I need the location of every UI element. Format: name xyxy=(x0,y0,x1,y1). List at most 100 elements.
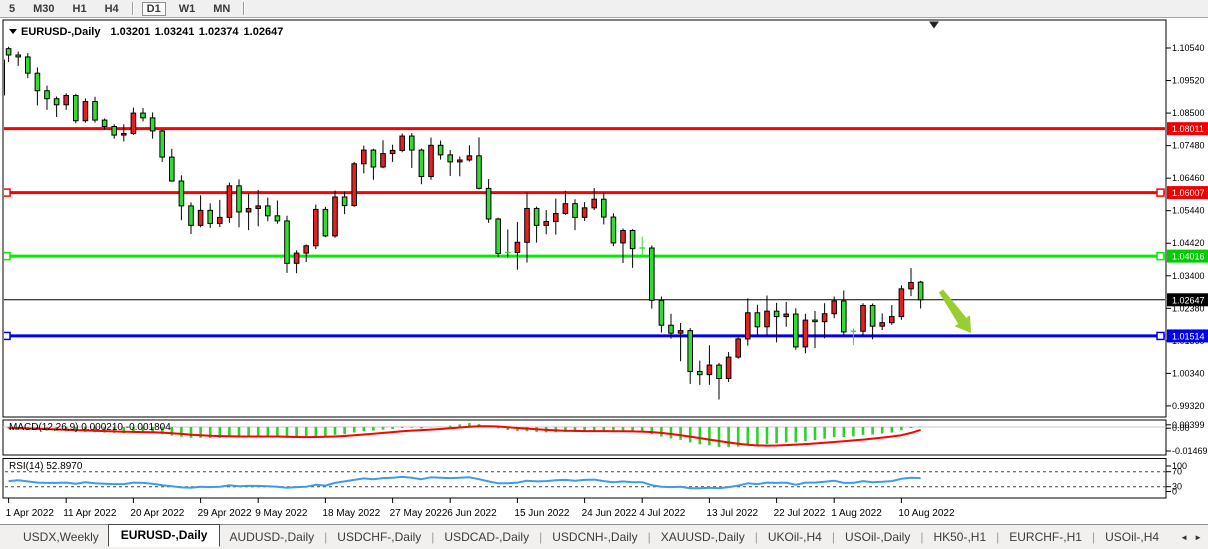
date-tick-label: 18 May 2022 xyxy=(322,508,380,519)
tab-audusd-daily[interactable]: AUDUSD-,Daily xyxy=(229,530,315,544)
candle-body xyxy=(380,153,386,168)
rsi-axis-label: 0 xyxy=(1172,487,1177,497)
tab-ukoil-h4[interactable]: UKOil-,H4 xyxy=(767,530,822,544)
candle-body xyxy=(917,281,924,301)
macd-axis-label: 0.00399 xyxy=(1172,420,1205,430)
price-badge-bg xyxy=(1167,186,1208,200)
candle-body xyxy=(725,356,732,379)
tab-scroll-left-icon[interactable]: ◄ xyxy=(1180,532,1189,542)
price-tick-label: 1.03400 xyxy=(1172,271,1205,281)
candle-body xyxy=(562,203,569,215)
candle-doji-dash xyxy=(639,247,645,249)
timeframe-button-MN[interactable]: MN xyxy=(213,2,231,15)
candle-body xyxy=(245,207,252,213)
date-tick-label: 1 Aug 2022 xyxy=(831,508,882,519)
timeframe-button-H4[interactable]: H4 xyxy=(104,2,119,15)
tab-scroll-right-icon[interactable]: ► xyxy=(1194,532,1202,542)
tab-eurchf-h1[interactable]: EURCHF-,H1 xyxy=(1009,530,1082,544)
candle xyxy=(380,140,386,169)
date-tick-label: 1 Apr 2022 xyxy=(6,508,55,519)
tab-usoil-h4[interactable]: USOil-,H4 xyxy=(1105,530,1160,544)
candle-body xyxy=(226,185,233,218)
candle xyxy=(495,217,501,257)
candle-body xyxy=(802,319,809,348)
candle xyxy=(101,118,108,130)
down-arrow-annotation[interactable] xyxy=(938,289,971,334)
candle-body xyxy=(341,196,348,207)
candle xyxy=(149,112,156,139)
line-handle-right[interactable] xyxy=(1156,188,1165,197)
price-tick-label: 1.00340 xyxy=(1172,368,1205,378)
tab-usdcnh-daily[interactable]: USDCNH-,Daily xyxy=(552,530,638,544)
candle xyxy=(543,210,550,235)
candle xyxy=(370,148,377,180)
line-handle-left[interactable] xyxy=(3,188,11,197)
candle xyxy=(457,156,463,177)
candle-body xyxy=(130,112,137,134)
candle xyxy=(111,124,118,139)
candle xyxy=(207,203,213,228)
timeframe-button-H1[interactable]: H1 xyxy=(72,2,87,15)
line-handle-right[interactable] xyxy=(1156,251,1165,261)
tab-usoil-daily[interactable]: USOil-,Daily xyxy=(844,530,911,544)
candle xyxy=(505,229,511,258)
tab-xauusd-daily[interactable]: XAUUSD-,Daily xyxy=(660,530,745,544)
candle-body xyxy=(581,207,588,218)
tab-usdx-weekly[interactable]: USDX,Weekly xyxy=(23,530,99,544)
timeframe-button-M30[interactable]: M30 xyxy=(33,2,55,15)
candle xyxy=(341,191,348,215)
candle xyxy=(15,51,21,66)
chart-tab-bar: USDX,Weekly EURUSD-,Daily AUDUSD-,Daily | US… xyxy=(0,524,1208,549)
macd-pane xyxy=(2,419,1167,456)
line-handle-left[interactable] xyxy=(3,331,11,341)
macd-label: MACD(12,26,9) 0.000210 -0.001804 xyxy=(9,422,171,433)
candle-body xyxy=(34,72,41,92)
timeframe-button-5[interactable]: 5 xyxy=(9,2,16,15)
price-badge-value: 1.01514 xyxy=(1172,331,1205,341)
timeframe-button-W1[interactable]: W1 xyxy=(178,2,196,15)
candle-body xyxy=(351,163,357,207)
timeframe-button-D1[interactable]: D1 xyxy=(141,1,166,16)
candle-body xyxy=(63,95,70,106)
candle-body xyxy=(447,154,453,163)
price-badge-bg xyxy=(1167,249,1208,263)
date-tick-label: 13 Jul 2022 xyxy=(706,508,758,519)
candle xyxy=(399,133,405,153)
rsi-label: RSI(14) 52.8970 xyxy=(9,461,83,472)
toolbar-separator xyxy=(243,2,246,15)
candle-body xyxy=(428,144,434,178)
candle-body xyxy=(409,135,415,151)
line-handle-right[interactable] xyxy=(1156,331,1165,341)
candle xyxy=(553,198,559,235)
candle-body xyxy=(735,338,742,358)
price-badge-value: 1.04016 xyxy=(1172,252,1205,262)
candle-body xyxy=(889,316,895,324)
tab-scroll-arrows: ◄ ► xyxy=(1180,533,1208,542)
tab-separator: | xyxy=(920,530,924,544)
candle-body xyxy=(370,149,377,168)
candle xyxy=(418,148,425,185)
symbol-dropdown-icon[interactable] xyxy=(9,29,17,34)
candle-body xyxy=(706,364,713,376)
candle-body xyxy=(197,209,204,226)
candle xyxy=(169,148,175,182)
candle xyxy=(610,213,617,247)
macd-signal-line xyxy=(8,425,921,447)
candle-body xyxy=(5,48,12,56)
line-handle-left[interactable] xyxy=(3,251,11,261)
candle xyxy=(476,137,482,190)
tab-separator: | xyxy=(1091,530,1096,544)
candle-body xyxy=(658,299,665,326)
tab-eurusd-daily[interactable]: EURUSD-,Daily xyxy=(107,524,221,547)
chart-title-open: 1.03201 xyxy=(110,26,150,38)
candle xyxy=(437,140,444,160)
candle xyxy=(812,310,818,349)
candle-body xyxy=(524,207,530,243)
price-tick-label: 1.04420 xyxy=(1172,238,1205,248)
candle-body xyxy=(610,216,617,244)
tab-usdcad-daily[interactable]: USDCAD-,Daily xyxy=(444,530,530,544)
chart-title-low: 1.02374 xyxy=(199,26,240,38)
tab-hk50-h1[interactable]: HK50-,H1 xyxy=(933,530,987,544)
chart-canvas[interactable]: 1.10540 1.09520 1.08500 1.07480 1.06460 1.054… xyxy=(0,18,1208,524)
tab-usdchf-daily[interactable]: USDCHF-,Daily xyxy=(337,530,422,544)
